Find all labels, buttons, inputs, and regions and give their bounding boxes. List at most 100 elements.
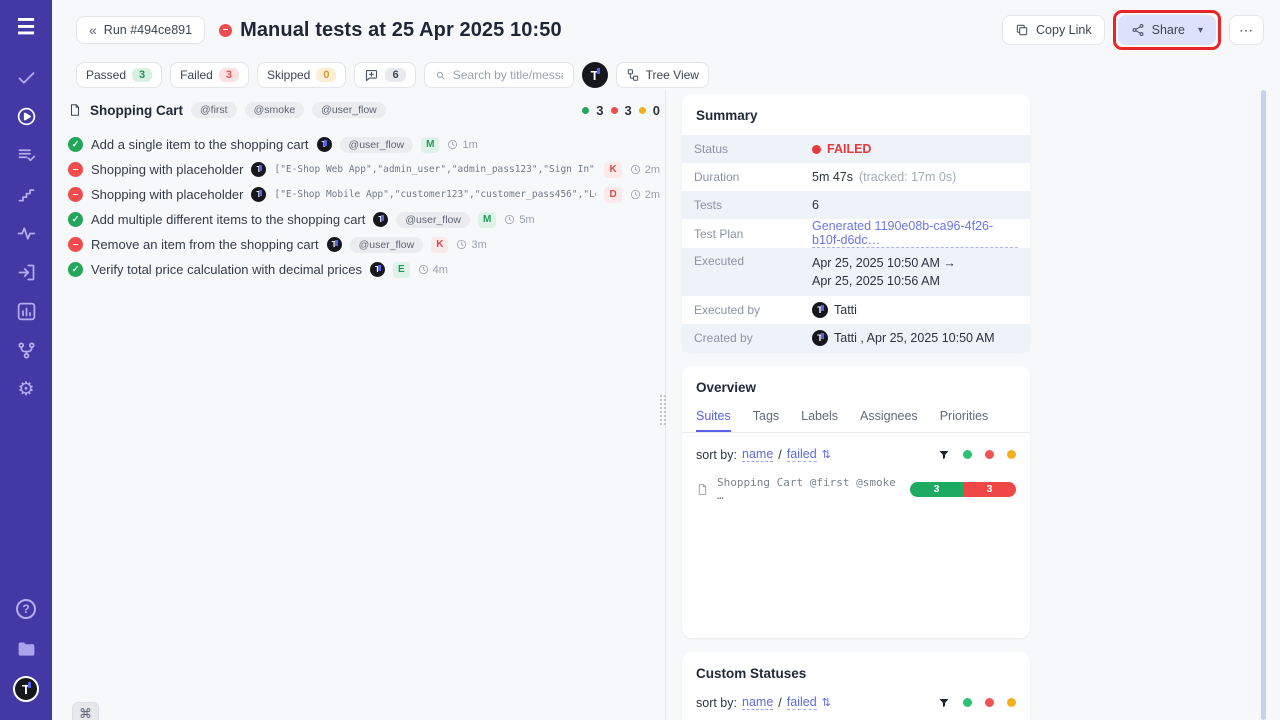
search-input[interactable] [452, 68, 563, 82]
command-shortcut-button[interactable]: ⌘ [72, 702, 99, 720]
projects-icon[interactable] [13, 636, 39, 662]
suite-doc-icon [698, 483, 707, 495]
analytics-icon[interactable] [13, 220, 39, 246]
profile-avatar[interactable]: T [13, 676, 39, 702]
overview-title: Overview [696, 380, 757, 396]
test-row[interactable]: Add multiple different items to the shop… [68, 207, 660, 232]
share-caret-icon[interactable]: ▾ [1197, 24, 1203, 36]
test-title: Remove an item from the shopping cart [91, 237, 319, 252]
duration: 2m [630, 189, 660, 201]
more-button[interactable]: ⋯ [1229, 15, 1264, 45]
comments-count-badge: 6 [385, 68, 406, 82]
sort-by-failed-link[interactable]: failed [786, 447, 817, 463]
sort-direction-icon[interactable]: ⇅ [821, 697, 831, 710]
failed-toggle-dot[interactable] [985, 450, 994, 460]
assignee-avatar[interactable]: T [581, 62, 608, 88]
share-button[interactable]: Share ▾ [1117, 15, 1216, 45]
tree-view-button[interactable]: Tree View [615, 62, 709, 88]
label-badge: E [392, 261, 410, 278]
test-title: Shopping with placeholder [91, 187, 244, 202]
failed-filter-button[interactable]: Failed 3 [170, 62, 249, 88]
passed-dot [582, 106, 590, 114]
test-row[interactable]: Verify total price calculation with deci… [68, 257, 660, 282]
failed-status-icon [68, 237, 83, 252]
vertical-scrollbar[interactable] [1261, 90, 1266, 720]
custom-statuses-title: Custom Statuses [696, 666, 807, 682]
user-avatar: T [251, 187, 267, 202]
test-tag[interactable]: @user_flow [396, 211, 470, 228]
share-label: Share [1151, 23, 1185, 37]
tab-priorities[interactable]: Priorities [939, 409, 989, 424]
custom-statuses-sort-row: sort by: name / failed ⇅ [682, 695, 1030, 711]
passed-count-badge: 3 [132, 68, 153, 82]
tab-assignees[interactable]: Assignees [860, 409, 918, 424]
failed-segment: 3 [963, 481, 1016, 497]
tab-labels[interactable]: Labels [801, 409, 838, 424]
funnel-icon[interactable] [938, 449, 950, 461]
sort-by-name-link[interactable]: name [742, 695, 774, 711]
user-avatar: T [316, 137, 332, 152]
settings-icon[interactable]: ⚙ [13, 376, 39, 402]
suite-tag[interactable]: @smoke [244, 102, 305, 118]
comments-filter-button[interactable]: 6 [354, 62, 416, 88]
test-tag[interactable]: @user_flow [349, 236, 424, 253]
clock-icon [630, 189, 640, 200]
run-failed-icon [219, 23, 233, 37]
suite-tag[interactable]: @user_flow [312, 102, 386, 118]
share-icon [1132, 23, 1144, 37]
test-row[interactable]: Add a single item to the shopping cart T… [68, 132, 660, 157]
test-row[interactable]: Shopping with placeholder T ["E-Shop Web… [68, 157, 660, 182]
copy-link-button[interactable]: Copy Link [1002, 15, 1105, 45]
duration: 4m [418, 264, 448, 276]
import-icon[interactable] [13, 259, 39, 285]
duration: 2m [630, 164, 660, 176]
failed-dot [610, 106, 618, 114]
label-badge: M [477, 211, 497, 228]
duration: 5m [504, 214, 535, 226]
failed-status-icon [68, 187, 83, 202]
tab-tags[interactable]: Tags [752, 409, 780, 424]
tab-suites[interactable]: Suites [696, 409, 731, 432]
sort-by-failed-link[interactable]: failed [786, 695, 817, 711]
overview-suite-row[interactable]: Shopping Cart @first @smoke … 3 3 [682, 476, 1030, 502]
tree-view-icon [627, 69, 638, 81]
filter-bar: Passed 3 Failed 3 Skipped 0 6 T [76, 62, 709, 88]
failed-toggle-dot[interactable] [985, 698, 994, 708]
comment-plus-icon [366, 69, 378, 81]
back-icon: « [89, 22, 97, 38]
suite-header[interactable]: Shopping Cart @first @smoke @user_flow 3… [68, 101, 660, 119]
summary-row-executed: Executed Apr 25, 2025 10:50 AM → Apr 25, … [682, 248, 1030, 297]
skipped-toggle-dot[interactable] [1007, 450, 1016, 460]
back-button[interactable]: « Run #494ce891 [76, 16, 206, 44]
test-plan-link[interactable]: Generated 1190e08b-ca96-4f26-b10f-d6dc… [812, 219, 1018, 248]
steps-icon[interactable] [13, 181, 39, 207]
test-title: Shopping with placeholder [91, 162, 244, 177]
branches-icon[interactable] [13, 337, 39, 363]
panel-resize-handle[interactable] [660, 395, 666, 427]
tests-icon[interactable] [13, 64, 39, 90]
funnel-icon[interactable] [938, 697, 950, 709]
test-row[interactable]: Shopping with placeholder T ["E-Shop Mob… [68, 182, 660, 207]
test-plans-icon[interactable] [13, 142, 39, 168]
sort-by-name-link[interactable]: name [742, 447, 774, 463]
overview-suite-name: Shopping Cart @first @smoke … [717, 476, 896, 503]
suite-tag[interactable]: @first [191, 102, 237, 118]
passed-toggle-dot[interactable] [963, 450, 972, 460]
clock-icon [418, 264, 428, 275]
summary-row-duration: Duration 5m 47s (tracked: 17m 0s) [694, 170, 957, 184]
sidebar-bottom: ? T [13, 596, 39, 702]
sidebar-nav: ⚙ [13, 64, 39, 402]
menu-icon[interactable]: ☰ [13, 14, 39, 40]
skipped-toggle-dot[interactable] [1007, 698, 1016, 708]
help-icon[interactable]: ? [13, 596, 39, 622]
test-tag[interactable]: @user_flow [339, 136, 414, 153]
passed-toggle-dot[interactable] [963, 698, 972, 708]
sort-direction-icon[interactable]: ⇅ [821, 449, 831, 462]
topbar: « Run #494ce891 Manual tests at 25 Apr 2… [52, 0, 1280, 50]
runs-icon[interactable] [13, 103, 39, 129]
test-row[interactable]: Remove an item from the shopping cart T … [68, 232, 660, 257]
passed-filter-button[interactable]: Passed 3 [76, 62, 163, 88]
back-label: Run #494ce891 [103, 23, 193, 37]
reports-icon[interactable] [13, 298, 39, 324]
skipped-filter-button[interactable]: Skipped 0 [256, 62, 347, 88]
